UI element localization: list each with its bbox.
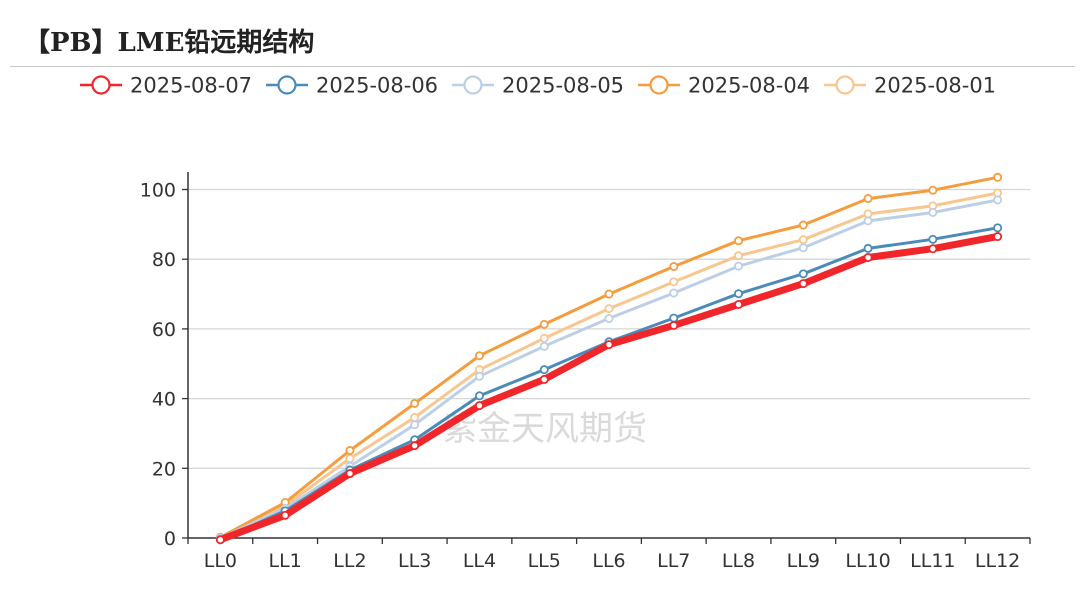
point-2025-08-06-ll8 (734, 289, 744, 299)
x-tick-label-ll2: LL2 (333, 550, 366, 572)
point-2025-08-05-ll11 (928, 208, 938, 218)
x-tick-label-ll1: LL1 (269, 550, 302, 572)
point-2025-08-05-ll10 (863, 216, 873, 226)
point-2025-08-01-ll5 (539, 333, 549, 343)
point-2025-08-01-ll9 (798, 235, 808, 245)
point-2025-08-05-ll8 (734, 261, 744, 271)
y-tick-label-40: 40 (152, 389, 176, 411)
y-tick-label-0: 0 (164, 528, 176, 550)
point-2025-08-01-ll2 (345, 454, 355, 464)
legend-marker-2025-08-01 (835, 75, 855, 95)
legend-label-2025-08-07: 2025-08-07 (130, 74, 252, 98)
series-line-2025-08-06 (218, 226, 1000, 542)
point-2025-08-06-ll11 (928, 234, 938, 244)
y-tick-label-80: 80 (152, 249, 176, 271)
point-2025-08-07-ll0 (215, 535, 225, 545)
watermark-layer: 紫金天风期货 (443, 409, 647, 449)
legend-marker-2025-08-06 (277, 75, 297, 95)
legend-item-2025-08-06[interactable]: 2025-08-06 (266, 74, 438, 98)
point-2025-08-04-ll7 (669, 262, 679, 272)
point-2025-08-01-ll3 (410, 412, 420, 422)
point-2025-08-07-ll11 (928, 244, 938, 254)
title-divider (10, 66, 1075, 67)
x-tick-label-ll12: LL12 (975, 550, 1020, 572)
point-2025-08-01-ll8 (734, 251, 744, 261)
point-2025-08-04-ll5 (539, 319, 549, 329)
point-2025-08-05-ll9 (798, 243, 808, 253)
point-2025-08-04-ll9 (798, 220, 808, 230)
point-2025-08-07-ll9 (798, 279, 808, 289)
point-2025-08-04-ll11 (928, 185, 938, 195)
point-2025-08-06-ll10 (863, 243, 873, 253)
point-2025-08-06-ll4 (474, 391, 484, 401)
series-2025-08-06 (215, 223, 1003, 545)
legend-marker-2025-08-04 (649, 75, 669, 95)
point-2025-08-07-ll6 (604, 340, 614, 350)
x-tick-label-ll10: LL10 (845, 550, 890, 572)
point-2025-08-06-ll5 (539, 365, 549, 375)
x-tick-label-ll9: LL9 (787, 550, 820, 572)
legend-item-2025-08-07[interactable]: 2025-08-07 (80, 74, 252, 98)
x-tick-label-ll3: LL3 (398, 550, 431, 572)
axes: 0 20 40 60 80 100 LL0 LL1 LL2 LL3 LL4 LL5 LL6 LL7 LL8 L… (140, 172, 1031, 572)
point-2025-08-05-ll4 (474, 371, 484, 381)
legend-item-2025-08-05[interactable]: 2025-08-05 (452, 74, 624, 98)
series-line-2025-08-07 (216, 233, 1002, 544)
series-2025-08-01 (215, 188, 1003, 542)
point-2025-08-05-ll7 (669, 288, 679, 298)
x-tick-label-ll7: LL7 (657, 550, 690, 572)
legend-item-2025-08-01[interactable]: 2025-08-01 (824, 74, 996, 98)
x-tick-label-ll4: LL4 (463, 550, 496, 572)
legend-label-2025-08-04: 2025-08-04 (688, 74, 810, 98)
x-tick-label-ll0: LL0 (204, 550, 237, 572)
series-layer (215, 172, 1003, 545)
legend-label-2025-08-06: 2025-08-06 (316, 74, 438, 98)
x-tick-label-ll8: LL8 (722, 550, 755, 572)
point-2025-08-04-ll2 (345, 446, 355, 456)
point-2025-08-05-ll5 (539, 341, 549, 351)
y-tick-label-60: 60 (152, 319, 176, 341)
legend-marker-2025-08-07 (91, 75, 111, 95)
legend-label-2025-08-01: 2025-08-01 (874, 74, 996, 98)
point-2025-08-06-ll9 (798, 269, 808, 279)
series-2025-08-07 (215, 232, 1003, 545)
point-2025-08-07-ll7 (669, 320, 679, 330)
point-2025-08-07-ll4 (474, 401, 484, 411)
point-2025-08-07-ll1 (280, 510, 290, 520)
point-2025-08-05-ll3 (410, 420, 420, 430)
point-2025-08-01-ll6 (604, 304, 614, 314)
x-tick-label-ll6: LL6 (592, 550, 625, 572)
y-tick-label-100: 100 (140, 180, 176, 202)
point-2025-08-04-ll10 (863, 194, 873, 204)
point-2025-08-07-ll8 (734, 300, 744, 310)
point-2025-08-05-ll6 (604, 313, 614, 323)
point-2025-08-07-ll10 (863, 252, 873, 262)
series-line-2025-08-05 (218, 198, 1000, 540)
point-2025-08-04-ll4 (474, 351, 484, 361)
point-2025-08-05-ll12 (993, 195, 1003, 205)
point-2025-08-04-ll12 (993, 172, 1003, 182)
chart-title: 【PB】LME铅远期结构 (24, 28, 315, 58)
legend-marker-2025-08-05 (463, 75, 483, 95)
point-2025-08-04-ll6 (604, 289, 614, 299)
watermark: 紫金天风期货 (443, 409, 647, 449)
point-2025-08-06-ll7 (669, 313, 679, 323)
point-2025-08-04-ll3 (410, 398, 420, 408)
x-tick-label-ll5: LL5 (528, 550, 561, 572)
point-2025-08-07-ll2 (345, 469, 355, 479)
legend-label-2025-08-05: 2025-08-05 (502, 74, 624, 98)
point-2025-08-07-ll5 (539, 374, 549, 384)
series-2025-08-05 (215, 195, 1003, 543)
y-gridlines (188, 188, 1030, 469)
point-2025-08-07-ll12 (993, 232, 1003, 242)
point-2025-08-04-ll8 (734, 236, 744, 246)
x-tick-label-ll11: LL11 (910, 550, 955, 572)
point-2025-08-07-ll3 (410, 441, 420, 451)
y-tick-label-20: 20 (152, 458, 176, 480)
point-2025-08-01-ll7 (669, 277, 679, 287)
legend[interactable]: 2025-08-07 2025-08-06 2025-08-05 2025-08-04… (80, 74, 996, 98)
legend-item-2025-08-04[interactable]: 2025-08-04 (638, 74, 810, 98)
point-2025-08-06-ll12 (993, 223, 1003, 233)
